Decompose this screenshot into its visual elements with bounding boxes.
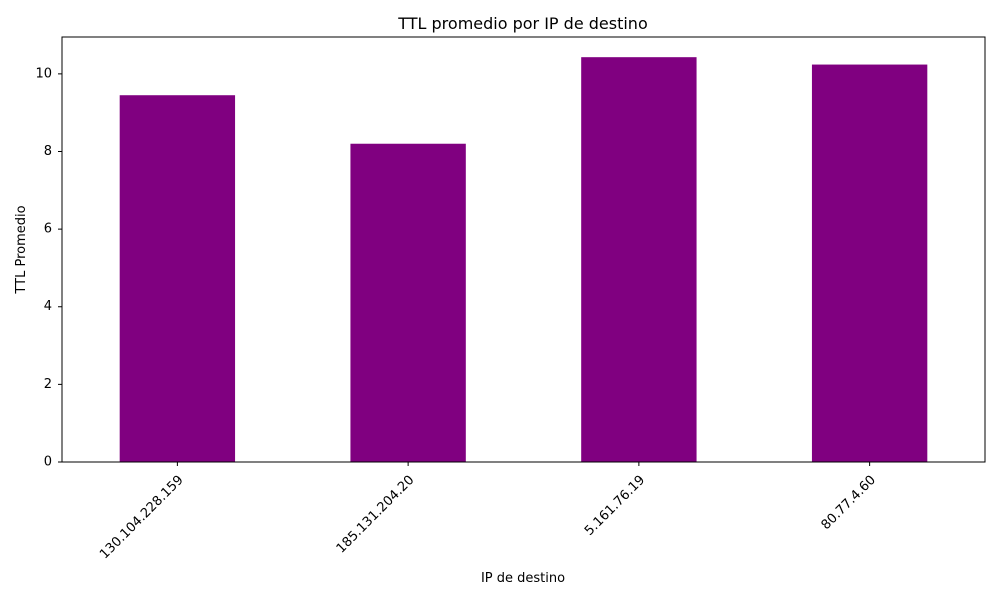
y-tick-label-0: 0 — [44, 455, 52, 470]
bar-2 — [581, 57, 697, 462]
y-axis-label: TTL Promedio — [14, 205, 29, 294]
x-tick-label-3: 80.77.4.60 — [819, 473, 879, 533]
y-tick-label-5: 10 — [35, 66, 52, 81]
y-axis-ticks: 0 2 4 6 8 10 — [35, 66, 62, 470]
plot-frame — [61, 36, 986, 463]
x-tick-label-1: 185.131.204.20 — [334, 473, 418, 557]
x-axis-label: IP de destino — [481, 571, 565, 586]
bars-group — [119, 57, 928, 463]
y-tick-label-3: 6 — [44, 222, 52, 237]
chart-title: TTL promedio por IP de destino — [397, 14, 647, 33]
bar-0 — [119, 95, 236, 462]
x-tick-label-2: 5.161.76.19 — [582, 473, 648, 539]
y-tick-label-4: 8 — [44, 144, 52, 159]
y-tick-label-2: 4 — [44, 299, 52, 314]
bar-3 — [811, 64, 928, 463]
y-tick-label-1: 2 — [44, 377, 52, 392]
bar-1 — [350, 143, 466, 462]
x-tick-label-0: 130.104.228.159 — [97, 473, 187, 563]
x-axis-ticks: 130.104.228.159 185.131.204.20 5.161.76.19… — [97, 462, 879, 562]
